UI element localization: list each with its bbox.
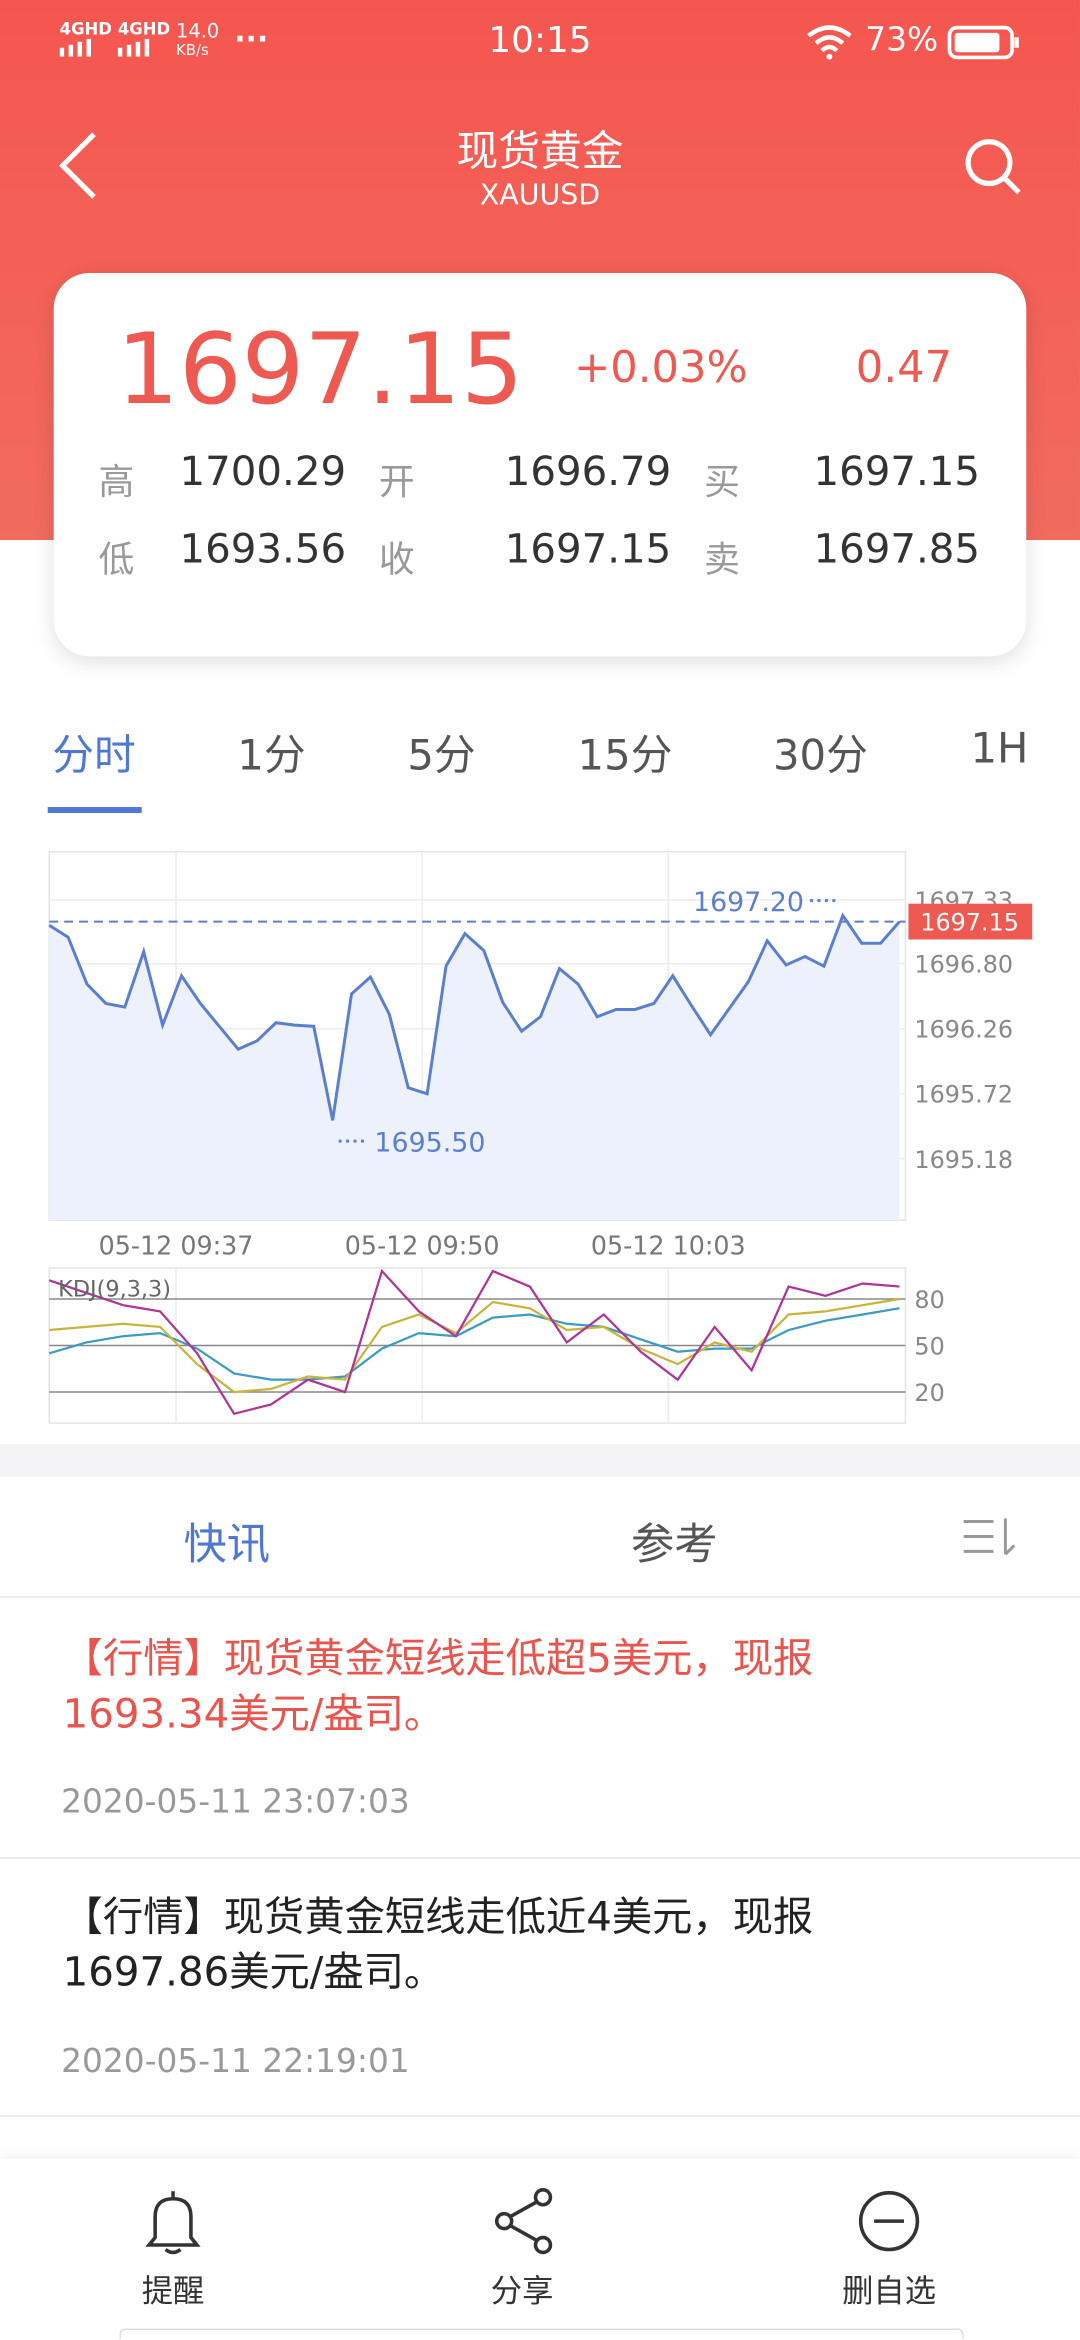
clock: 10:15: [488, 19, 592, 62]
kdj-line: [48, 1268, 900, 1416]
stat-value: 1693.56: [179, 526, 347, 573]
y-tick-label: 20: [914, 1379, 944, 1407]
current-price-label: 1697.15: [920, 909, 1019, 937]
y-tick-label: 1695.18: [914, 1146, 1013, 1174]
divider: [0, 1596, 1080, 1598]
x-tick-label: 05-12 09:50: [345, 1231, 500, 1261]
divider: [0, 2115, 1080, 2117]
battery-icon: [947, 25, 1019, 60]
search-button[interactable]: [961, 134, 1027, 200]
y-tick-label: 1696.80: [914, 951, 1013, 979]
period-tab-active[interactable]: 分时: [52, 730, 136, 781]
annotation-label: 1697.20: [693, 887, 804, 918]
divider: [0, 1857, 1080, 1859]
news-tab[interactable]: 参考: [630, 1518, 718, 1570]
stat-label: 卖: [704, 538, 740, 581]
change: 0.47: [855, 341, 953, 393]
price-area: [49, 915, 900, 1221]
bottom-label[interactable]: 分享: [490, 2273, 554, 2310]
share-icon[interactable]: [492, 2187, 555, 2256]
stat-value: 1697.85: [813, 526, 981, 573]
price-line: [48, 912, 901, 1121]
y-tick-label: 80: [914, 1286, 944, 1314]
quote-card: 1697.15 +0.03% 0.47 高 1700.29 开 1696.79 买 169…: [53, 272, 1027, 657]
stat-label: 高: [98, 460, 135, 503]
network-speed: 14.0: [176, 20, 220, 44]
y-tick-label: 50: [914, 1332, 944, 1360]
remove-icon[interactable]: [856, 2188, 922, 2254]
bottom-label[interactable]: 删自选: [842, 2273, 937, 2310]
news-time: 2020-05-11 23:07:03: [61, 1784, 410, 1822]
kdj-title: KDJ(9,3,3): [58, 1276, 171, 1302]
price: 1697.15: [116, 311, 524, 427]
more-icon: ···: [234, 20, 269, 57]
period-tab[interactable]: 1分: [237, 730, 306, 781]
news-title[interactable]: 【行情】现货黄金短线走低超5美元，现报1693.34美元/盎司。: [62, 1636, 814, 1738]
bell-icon[interactable]: [143, 2187, 203, 2256]
charts: 1697.331696.801696.261695.721695.1805-12…: [48, 851, 1033, 1424]
y-tick-label: 1696.26: [914, 1016, 1013, 1044]
wifi-icon: [807, 25, 852, 60]
bottom-label[interactable]: 提醒: [141, 2273, 205, 2310]
stat-label: 买: [704, 460, 740, 503]
stat-value: 1700.29: [179, 449, 347, 496]
filter-icon[interactable]: [961, 1516, 1021, 1561]
tab-indicator: [47, 807, 142, 813]
battery-percent: 73%: [865, 22, 939, 60]
network-type: 4GHD: [59, 19, 112, 39]
stat-value: 1697.15: [504, 526, 672, 573]
page-subtitle: XAUUSD: [479, 179, 601, 212]
x-tick-label: 05-12 10:03: [591, 1231, 746, 1261]
period-tab[interactable]: 5分: [407, 730, 476, 781]
stat-value: 1697.15: [813, 449, 981, 496]
network-unit: KB/s: [176, 43, 209, 60]
section-gap: [0, 1443, 1080, 1477]
annotation-label: 1695.50: [374, 1128, 485, 1159]
network-type: 4GHD: [117, 19, 171, 39]
change-percent: +0.03%: [573, 341, 748, 393]
page-title: 现货黄金: [456, 126, 624, 177]
news-tab-active[interactable]: 快讯: [183, 1518, 271, 1570]
stat-label: 收: [378, 538, 415, 581]
y-tick-label: 1695.72: [914, 1081, 1013, 1109]
period-tab[interactable]: 30分: [772, 730, 868, 781]
signal-icons: [59, 38, 150, 57]
stat-label: 开: [378, 460, 415, 503]
x-tick-label: 05-12 09:37: [99, 1231, 254, 1261]
period-tab[interactable]: 1H: [970, 723, 1029, 773]
news-time: 2020-05-11 22:19:01: [61, 2043, 410, 2081]
stat-label: 低: [98, 538, 135, 581]
stat-value: 1696.79: [504, 449, 672, 496]
kdj-line: [49, 1297, 900, 1394]
current-price-tag: [908, 903, 1033, 940]
system-nav: [119, 2328, 964, 2339]
back-button[interactable]: [54, 128, 105, 203]
news-title[interactable]: 【行情】现货黄金短线走低近4美元，现报1697.86美元/盎司。: [62, 1894, 814, 1996]
period-tab[interactable]: 15分: [577, 730, 673, 781]
